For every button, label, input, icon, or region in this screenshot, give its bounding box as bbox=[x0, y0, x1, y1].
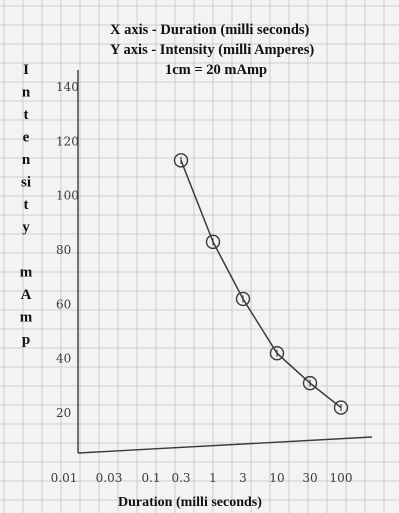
header-x-axis-note: X axis - Duration (milli seconds) bbox=[110, 22, 310, 38]
x-tick-label: 30 bbox=[302, 471, 317, 485]
x-tick-label: 0.03 bbox=[96, 471, 123, 485]
y-tick-label: 100 bbox=[56, 189, 79, 203]
y-axis-title-letter: m bbox=[20, 310, 33, 326]
data-point-marker bbox=[302, 375, 318, 391]
y-tick-label: 120 bbox=[56, 134, 79, 148]
x-tick-label: 100 bbox=[330, 471, 353, 485]
y-axis-title-letter: m bbox=[20, 265, 33, 281]
x-axis-title: Duration (milli seconds) bbox=[118, 495, 262, 510]
y-tick-labels: 20 40 60 80 100 120 140 bbox=[56, 80, 79, 420]
x-tick-label: 0.1 bbox=[141, 471, 160, 485]
y-axis-title-letter: A bbox=[21, 287, 32, 303]
x-tick-label: 3 bbox=[239, 471, 247, 485]
x-tick-labels: 0.01 0.03 0.1 0.3 1 3 10 30 100 bbox=[51, 471, 353, 485]
y-axis-title-letter: p bbox=[22, 332, 30, 348]
data-point-marker bbox=[269, 346, 285, 361]
y-axis-title-letter: y bbox=[22, 220, 30, 236]
data-point-marker bbox=[333, 400, 349, 415]
series-layer bbox=[173, 153, 349, 415]
header-scale-note: 1cm = 20 mAmp bbox=[165, 62, 267, 78]
x-axis-line bbox=[77, 436, 373, 454]
y-tick-label: 20 bbox=[56, 406, 71, 420]
data-point-marker bbox=[235, 291, 251, 307]
y-axis-title-letter: e bbox=[23, 130, 30, 146]
x-tick-label: 10 bbox=[269, 471, 284, 485]
data-point-marker bbox=[173, 153, 189, 168]
y-axis-title-letter: t bbox=[24, 107, 29, 123]
y-axis-title-letter: n bbox=[22, 85, 31, 101]
x-tick-label: 1 bbox=[209, 471, 217, 485]
y-axis-title-letter: I bbox=[23, 62, 29, 78]
y-axis-title-letter: t bbox=[24, 197, 29, 213]
y-axis-title-letter: si bbox=[21, 175, 31, 191]
y-tick-label: 140 bbox=[56, 80, 79, 94]
y-tick-label: 60 bbox=[56, 297, 71, 311]
header-y-axis-note: Y axis - Intensity (milli Amperes) bbox=[110, 42, 314, 58]
y-tick-label: 40 bbox=[56, 352, 71, 366]
x-tick-label: 0.3 bbox=[171, 471, 190, 485]
y-axis-title-letter: n bbox=[22, 152, 31, 168]
data-point-marker bbox=[205, 234, 221, 250]
x-tick-label: 0.01 bbox=[51, 471, 78, 485]
y-tick-label: 80 bbox=[56, 243, 71, 257]
